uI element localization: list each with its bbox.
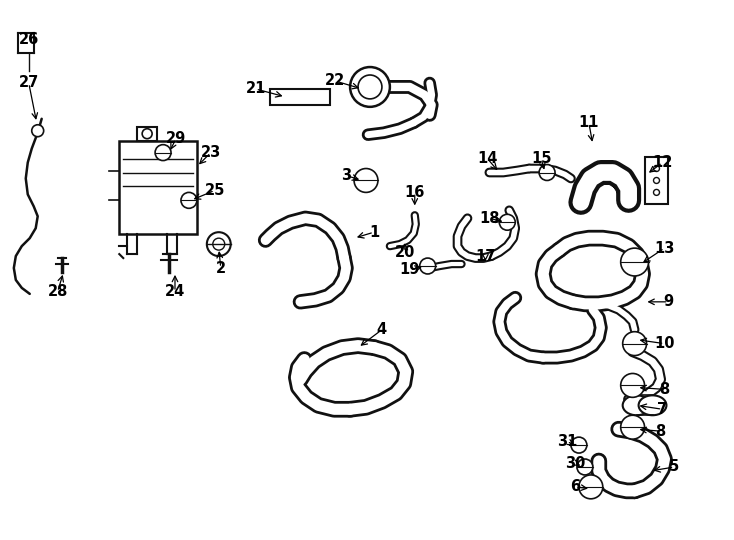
Circle shape [358,75,382,99]
Text: 25: 25 [205,183,225,198]
Bar [120,140,197,234]
Text: 19: 19 [399,262,420,278]
Circle shape [32,125,43,137]
Text: 18: 18 [479,211,500,226]
Ellipse shape [622,395,650,415]
Text: 11: 11 [578,115,599,130]
Bar [271,89,330,105]
Text: 15: 15 [531,151,551,166]
Text: 28: 28 [48,285,68,299]
Text: 26: 26 [18,32,39,46]
Text: 21: 21 [245,82,266,97]
Text: 7: 7 [658,402,667,417]
Text: 29: 29 [166,131,186,146]
Text: 31: 31 [557,434,577,449]
Text: 17: 17 [475,248,495,264]
Text: 22: 22 [325,73,345,89]
Text: 6: 6 [570,480,580,495]
Text: 12: 12 [653,155,672,170]
Text: 24: 24 [165,285,185,299]
Circle shape [213,238,225,250]
Text: 23: 23 [200,145,221,160]
Text: 20: 20 [395,245,415,260]
Circle shape [142,129,152,139]
Circle shape [350,67,390,107]
Text: 9: 9 [664,294,674,309]
Circle shape [653,178,659,184]
Circle shape [539,165,555,180]
Circle shape [207,232,230,256]
Circle shape [181,192,197,208]
Circle shape [354,168,378,192]
Circle shape [653,166,659,172]
Circle shape [653,190,659,195]
Circle shape [621,248,649,276]
Circle shape [577,459,593,475]
Text: 30: 30 [564,456,585,470]
Text: 27: 27 [18,76,39,91]
Circle shape [621,415,644,439]
Text: 13: 13 [654,241,675,255]
Text: 14: 14 [477,151,498,166]
Text: 10: 10 [654,336,675,351]
Text: 16: 16 [404,185,425,200]
Text: 8: 8 [655,424,666,438]
Circle shape [155,145,171,160]
Text: 4: 4 [377,322,387,337]
Text: 3: 3 [341,168,351,183]
Circle shape [621,374,644,397]
Ellipse shape [639,395,666,415]
Text: 1: 1 [369,225,379,240]
Bar [644,157,669,204]
Circle shape [622,332,647,355]
Circle shape [499,214,515,230]
Circle shape [571,437,587,453]
Text: 2: 2 [216,260,226,275]
Bar [137,127,157,140]
Text: 5: 5 [669,460,680,475]
Circle shape [420,258,436,274]
Text: 8: 8 [659,382,669,397]
Circle shape [579,475,603,499]
